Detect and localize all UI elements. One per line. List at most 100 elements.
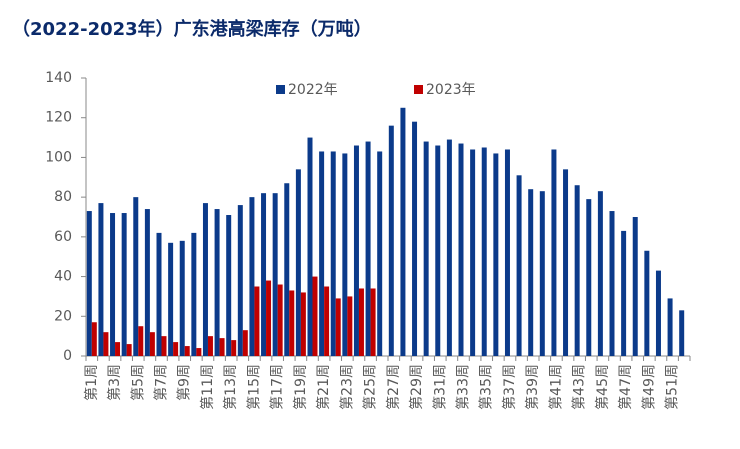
- x-tick-label: 第25周: [362, 364, 379, 410]
- legend-swatch: [414, 85, 423, 94]
- bar: [644, 250, 650, 356]
- legend-swatch: [276, 85, 285, 94]
- bar: [226, 215, 232, 356]
- y-tick-label: 40: [54, 269, 72, 285]
- bar: [295, 169, 301, 356]
- bar: [261, 193, 267, 356]
- bar: [493, 153, 499, 356]
- x-tick-label: 第37周: [501, 364, 518, 410]
- chart-title: （2022-2023年）广东港高梁库存（万吨）: [12, 18, 372, 40]
- bar: [207, 336, 213, 356]
- bar: [144, 209, 150, 356]
- bar: [458, 143, 464, 356]
- bar: [342, 153, 348, 356]
- bar: [121, 213, 127, 356]
- bar: [300, 292, 306, 356]
- bar: [365, 141, 371, 356]
- x-tick-label: 第15周: [245, 364, 262, 410]
- bar: [103, 332, 109, 356]
- x-tick-label: 第41周: [547, 364, 564, 410]
- bar: [115, 342, 121, 356]
- x-tick-label: 第43周: [571, 364, 588, 410]
- bar: [86, 211, 92, 356]
- bar: [551, 149, 557, 356]
- bar: [528, 189, 534, 356]
- bar: [330, 151, 336, 356]
- x-tick-label: 第45周: [594, 364, 611, 410]
- bar: [335, 298, 341, 356]
- bar: [110, 213, 116, 356]
- bar: [184, 346, 190, 356]
- bar: [481, 147, 487, 356]
- y-tick-label: 0: [63, 348, 72, 364]
- bar: [423, 141, 429, 356]
- bar: [412, 121, 418, 356]
- bar: [237, 205, 243, 356]
- x-tick-label: 第11周: [199, 364, 216, 410]
- bar: [254, 286, 260, 356]
- y-tick-label: 100: [45, 149, 72, 165]
- x-tick-label: 第21周: [315, 364, 332, 410]
- bar: [655, 270, 661, 356]
- x-tick-label: 第31周: [431, 364, 448, 410]
- bar: [358, 288, 364, 356]
- x-tick-label: 第17周: [269, 364, 286, 410]
- bar: [249, 197, 255, 356]
- bar: [563, 169, 569, 356]
- bar: [242, 330, 248, 356]
- x-tick-label: 第35周: [478, 364, 495, 410]
- x-tick-label: 第39周: [524, 364, 541, 410]
- x-tick-label: 第13周: [222, 364, 239, 410]
- x-tick-label: 第9周: [176, 364, 193, 401]
- bar: [191, 232, 197, 356]
- bar: [272, 193, 278, 356]
- bar: [446, 139, 452, 356]
- bar: [284, 183, 290, 356]
- bar: [632, 217, 638, 356]
- bar: [156, 232, 162, 356]
- x-tick-label: 第19周: [292, 364, 309, 410]
- bar: [133, 197, 139, 356]
- bar: [679, 310, 685, 356]
- bar: [196, 348, 202, 356]
- bar: [277, 284, 283, 356]
- x-tick-label: 第5周: [129, 364, 146, 401]
- bar: [168, 242, 174, 356]
- x-tick-label: 第47周: [617, 364, 634, 410]
- bar: [574, 185, 580, 356]
- bar: [266, 280, 272, 356]
- x-tick-label: 第3周: [106, 364, 123, 401]
- bar: [667, 298, 673, 356]
- bar: [347, 296, 353, 356]
- bar: [219, 338, 225, 356]
- legend-label: 2022年: [288, 82, 338, 98]
- bar: [388, 125, 394, 357]
- bar: [126, 344, 132, 356]
- bar: [149, 332, 155, 356]
- bar: [161, 336, 167, 356]
- bar: [91, 322, 97, 356]
- x-tick-label: 第51周: [664, 364, 681, 410]
- y-tick-label: 20: [54, 308, 72, 324]
- bar: [138, 326, 144, 356]
- bar: [324, 286, 330, 356]
- y-tick-label: 80: [54, 189, 72, 205]
- bar: [214, 209, 220, 356]
- x-tick-label: 第27周: [385, 364, 402, 410]
- y-tick-label: 120: [45, 110, 72, 126]
- bar: [539, 191, 545, 356]
- bar: [504, 149, 510, 356]
- y-tick-label: 60: [54, 229, 72, 245]
- bar: [353, 145, 359, 356]
- x-tick-label: 第33周: [455, 364, 472, 410]
- bar: [173, 342, 179, 356]
- bar: [231, 340, 237, 356]
- bar: [319, 151, 325, 356]
- bar: [98, 203, 104, 356]
- bar: [435, 145, 441, 356]
- bar: [377, 151, 383, 356]
- bar: [312, 276, 318, 356]
- bar: [307, 137, 313, 356]
- bar: [609, 211, 615, 356]
